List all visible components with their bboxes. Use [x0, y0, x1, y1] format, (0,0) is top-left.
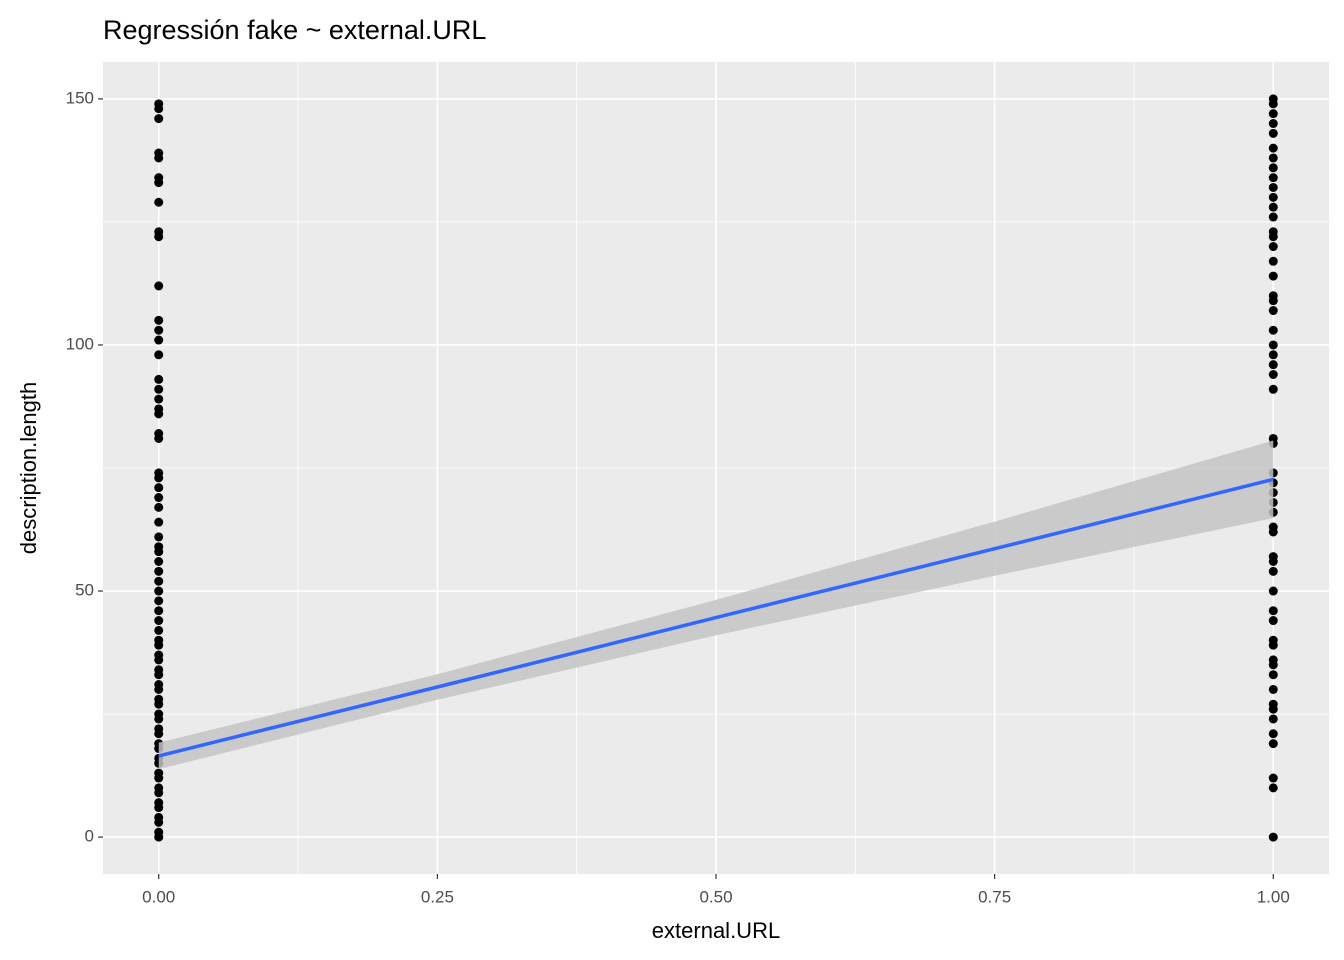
- point: [1268, 202, 1278, 212]
- point: [154, 788, 164, 798]
- point: [1268, 192, 1278, 202]
- x-tick-label: 0.50: [699, 887, 732, 906]
- point: [1268, 557, 1278, 567]
- x-tick-label: 0.00: [142, 887, 175, 906]
- point: [154, 699, 164, 709]
- y-tick-label: 100: [66, 334, 94, 353]
- point: [1268, 256, 1278, 266]
- point: [1268, 783, 1278, 793]
- point: [154, 483, 164, 493]
- point: [1268, 232, 1278, 242]
- point: [1268, 606, 1278, 616]
- point: [154, 325, 164, 335]
- point: [1268, 242, 1278, 252]
- point: [154, 547, 164, 557]
- chart-title: Regressión fake ~ external.URL: [103, 15, 486, 45]
- point: [154, 714, 164, 724]
- point: [154, 606, 164, 616]
- point: [1268, 739, 1278, 749]
- point: [154, 566, 164, 576]
- point: [154, 655, 164, 665]
- point: [154, 586, 164, 596]
- y-tick-label: 0: [85, 827, 94, 846]
- point: [154, 104, 164, 114]
- point: [1268, 684, 1278, 694]
- point: [154, 281, 164, 291]
- point: [1268, 306, 1278, 316]
- point: [154, 817, 164, 827]
- point: [154, 232, 164, 242]
- point: [154, 473, 164, 483]
- point: [154, 384, 164, 394]
- point: [1268, 670, 1278, 680]
- point: [154, 350, 164, 360]
- point: [1268, 566, 1278, 576]
- point: [154, 616, 164, 626]
- regression-line: [158, 477, 1274, 758]
- point: [1268, 350, 1278, 360]
- point: [154, 502, 164, 512]
- point: [154, 596, 164, 606]
- x-tick-label: 0.25: [421, 887, 454, 906]
- point: [154, 532, 164, 542]
- point: [1268, 271, 1278, 281]
- point: [154, 315, 164, 325]
- point: [154, 197, 164, 207]
- point: [1268, 296, 1278, 306]
- x-tick-label: 0.75: [978, 887, 1011, 906]
- point: [154, 729, 164, 739]
- point: [1268, 153, 1278, 163]
- x-tick-label: 1.00: [1257, 887, 1290, 906]
- point: [1268, 109, 1278, 119]
- point: [154, 493, 164, 503]
- point: [1268, 119, 1278, 129]
- point: [1268, 182, 1278, 192]
- point: [154, 773, 164, 783]
- point: [154, 374, 164, 384]
- point: [1268, 360, 1278, 370]
- point: [1268, 729, 1278, 739]
- point: [154, 625, 164, 635]
- point: [1268, 704, 1278, 714]
- point: [154, 576, 164, 586]
- point: [1268, 325, 1278, 335]
- point: [154, 394, 164, 404]
- y-tick-label: 50: [75, 581, 94, 600]
- point: [1268, 384, 1278, 394]
- point: [154, 670, 164, 680]
- point: [1268, 832, 1278, 842]
- x-axis-label: external.URL: [652, 918, 780, 943]
- point: [1268, 714, 1278, 724]
- point: [154, 640, 164, 650]
- point: [154, 153, 164, 163]
- point: [1268, 340, 1278, 350]
- point: [1268, 163, 1278, 173]
- point: [1268, 773, 1278, 783]
- point: [1268, 369, 1278, 379]
- y-tick-label: 150: [66, 88, 94, 107]
- point: [154, 114, 164, 124]
- point: [1268, 660, 1278, 670]
- point: [1268, 212, 1278, 222]
- point: [154, 803, 164, 813]
- point: [154, 178, 164, 188]
- point: [154, 557, 164, 567]
- point: [154, 684, 164, 694]
- point: [1268, 527, 1278, 537]
- point: [1268, 586, 1278, 596]
- point: [1268, 128, 1278, 138]
- point: [154, 517, 164, 527]
- point: [1268, 640, 1278, 650]
- y-axis-label: description.length: [16, 382, 41, 554]
- point: [154, 433, 164, 443]
- point: [154, 409, 164, 419]
- point: [154, 832, 164, 842]
- point: [1268, 143, 1278, 153]
- point: [1268, 173, 1278, 183]
- point: [1268, 99, 1278, 109]
- point: [1268, 616, 1278, 626]
- point: [154, 335, 164, 345]
